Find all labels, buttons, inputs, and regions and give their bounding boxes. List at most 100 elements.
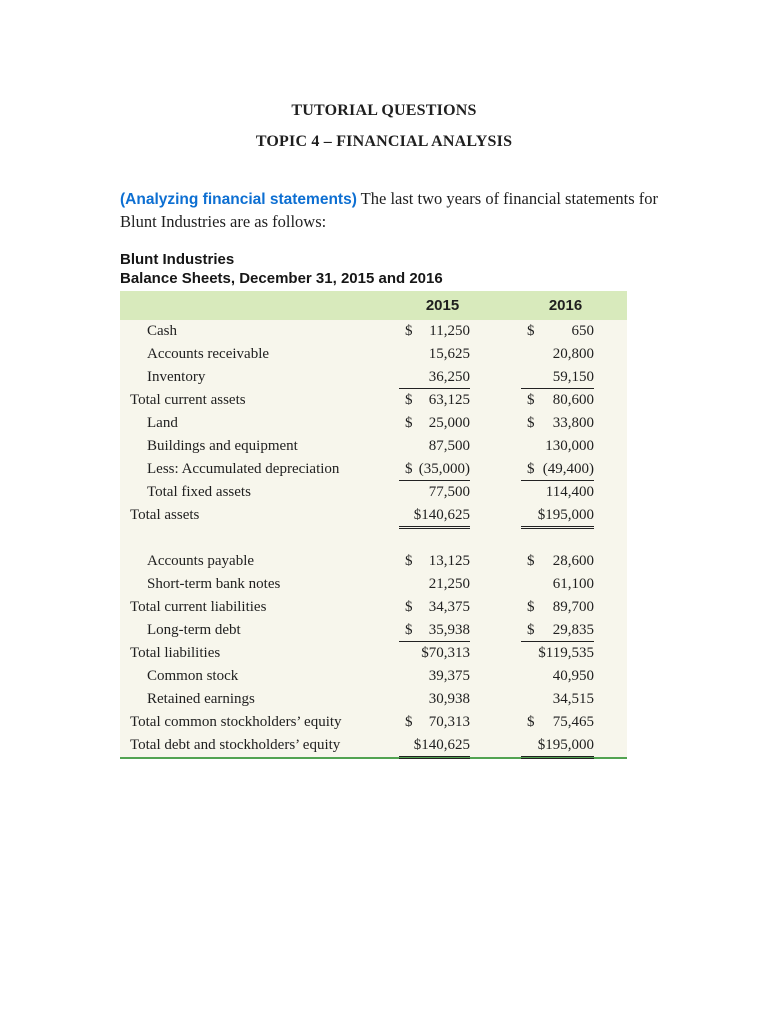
row-label: Accounts receivable — [147, 346, 270, 362]
table-bottom-rule — [120, 757, 627, 759]
amount-2016: $89,700 — [527, 596, 594, 619]
row-label: Inventory — [147, 369, 206, 385]
amount-2015-value: 13,125 — [428, 553, 470, 569]
dollar-sign-2016: $ — [527, 622, 535, 638]
amount-2016: 130,000 — [527, 435, 594, 458]
balance-sheet-table: 2015 2016 Cash $11,250 $650 Accounts rec… — [120, 291, 627, 759]
amount-2015: $63,125 — [405, 389, 470, 412]
row-label: Total assets — [130, 507, 200, 523]
row-label: Buildings and equipment — [147, 438, 298, 454]
dollar-sign-2015: $ — [405, 392, 413, 408]
amount-2015-value: 30,938 — [428, 691, 470, 707]
column-gap — [470, 734, 527, 757]
amount-2016: 61,100 — [527, 573, 594, 596]
dollar-sign-2015: $ — [405, 553, 413, 569]
amount-2016: 59,150 — [521, 366, 594, 389]
column-header-2016: 2016 — [548, 297, 583, 314]
table-row: Retained earnings 30,938 34,515 — [120, 688, 627, 711]
dollar-sign-2015: $ — [405, 461, 413, 477]
table-row: Total current liabilities $34,375 $89,70… — [120, 596, 627, 619]
amount-2016-value: 650 — [571, 323, 595, 339]
amount-2015: 39,375 — [405, 665, 470, 688]
table-row: Total debt and stockholders’ equity $140… — [120, 734, 627, 759]
amount-2015: 30,938 — [405, 688, 470, 711]
column-gap — [470, 435, 527, 458]
column-gap — [470, 504, 527, 527]
intro-text: The last two years of financial statemen… — [120, 189, 659, 231]
amount-2016-value: 20,800 — [552, 346, 594, 362]
amount-2016-value: 28,600 — [552, 553, 594, 569]
amount-2016-value: 61,100 — [552, 576, 594, 592]
amount-2015: $70,313 — [405, 711, 470, 734]
amount-2015-value: 34,375 — [428, 599, 470, 615]
amount-2015-value: 35,938 — [428, 622, 470, 638]
amount-2015-value: 39,375 — [428, 668, 470, 684]
table-row: Total current assets $63,125 $80,600 — [120, 389, 627, 412]
amount-2016-value: 119,535 — [545, 645, 594, 661]
dollar-sign-2015: $ — [405, 599, 413, 615]
table-spacer-row — [120, 527, 627, 550]
amount-2015-value: 87,500 — [428, 438, 470, 454]
amount-2015: $11,250 — [405, 320, 470, 343]
column-gap — [470, 619, 527, 642]
amount-2015: $70,313 — [405, 642, 470, 665]
dollar-sign-2016: $ — [527, 392, 535, 408]
row-label: Land — [147, 415, 178, 431]
dollar-sign-2016: $ — [527, 461, 535, 477]
column-gap — [470, 642, 527, 665]
row-label: Accounts payable — [147, 553, 255, 569]
amount-2016-value: (49,400) — [542, 461, 594, 477]
amount-2016-value: 195,000 — [545, 507, 594, 523]
amount-2016: $119,535 — [527, 642, 594, 665]
dollar-sign-2016: $ — [538, 645, 546, 661]
row-label: Total fixed assets — [147, 484, 251, 500]
amount-2016: 20,800 — [527, 343, 594, 366]
amount-2016: $28,600 — [527, 550, 594, 573]
amount-2016-value: 34,515 — [552, 691, 594, 707]
column-gap — [470, 711, 527, 734]
amount-2016-value: 33,800 — [552, 415, 594, 431]
column-gap — [470, 412, 527, 435]
amount-2016-value: 29,835 — [552, 622, 594, 638]
table-row: Accounts payable $13,125 $28,600 — [120, 550, 627, 573]
row-label: Less: Accumulated depreciation — [147, 461, 340, 477]
amount-2015-value: 77,500 — [428, 484, 470, 500]
company-name: Blunt Industries — [120, 251, 235, 268]
table-header-row: 2015 2016 — [120, 291, 627, 320]
row-label: Long-term debt — [147, 622, 241, 638]
amount-2016: 114,400 — [527, 481, 594, 504]
amount-2016-value: 130,000 — [545, 438, 594, 454]
amount-2016-value: 89,700 — [552, 599, 594, 615]
dollar-sign-2015: $ — [405, 622, 413, 638]
dollar-sign-2016: $ — [527, 323, 535, 339]
table-row: Total liabilities $70,313 $119,535 — [120, 642, 627, 665]
dollar-sign-2016: $ — [527, 553, 535, 569]
amount-2015: $25,000 — [405, 412, 470, 435]
amount-2015: 36,250 — [399, 366, 470, 389]
amount-2016: $80,600 — [527, 389, 594, 412]
page-title: TUTORIAL QUESTIONS — [291, 102, 477, 119]
row-label: Total current liabilities — [130, 599, 267, 615]
table-row: Accounts receivable 15,625 20,800 — [120, 343, 627, 366]
amount-2016: $33,800 — [527, 412, 594, 435]
dollar-sign-2016: $ — [527, 714, 535, 730]
row-label: Total current assets — [130, 392, 246, 408]
amount-2016-value: 75,465 — [552, 714, 594, 730]
amount-2015-value: 21,250 — [428, 576, 470, 592]
table-row: Common stock 39,375 40,950 — [120, 665, 627, 688]
row-label: Total liabilities — [130, 645, 221, 661]
amount-2016-value: 114,400 — [545, 484, 594, 500]
row-label: Total common stockholders’ equity — [130, 714, 342, 730]
column-gap — [470, 291, 527, 320]
amount-2016-value: 59,150 — [552, 369, 594, 385]
dollar-sign-2015: $ — [405, 323, 413, 339]
amount-2016: $195,000 — [521, 734, 594, 759]
table-row: Land $25,000 $33,800 — [120, 412, 627, 435]
amount-2015-value: 63,125 — [428, 392, 470, 408]
column-gap — [470, 596, 527, 619]
amount-2016: $75,465 — [527, 711, 594, 734]
amount-2015: $140,625 — [399, 504, 470, 529]
column-header-2015: 2015 — [425, 297, 460, 314]
amount-2015: $ (35,000) — [399, 458, 470, 481]
